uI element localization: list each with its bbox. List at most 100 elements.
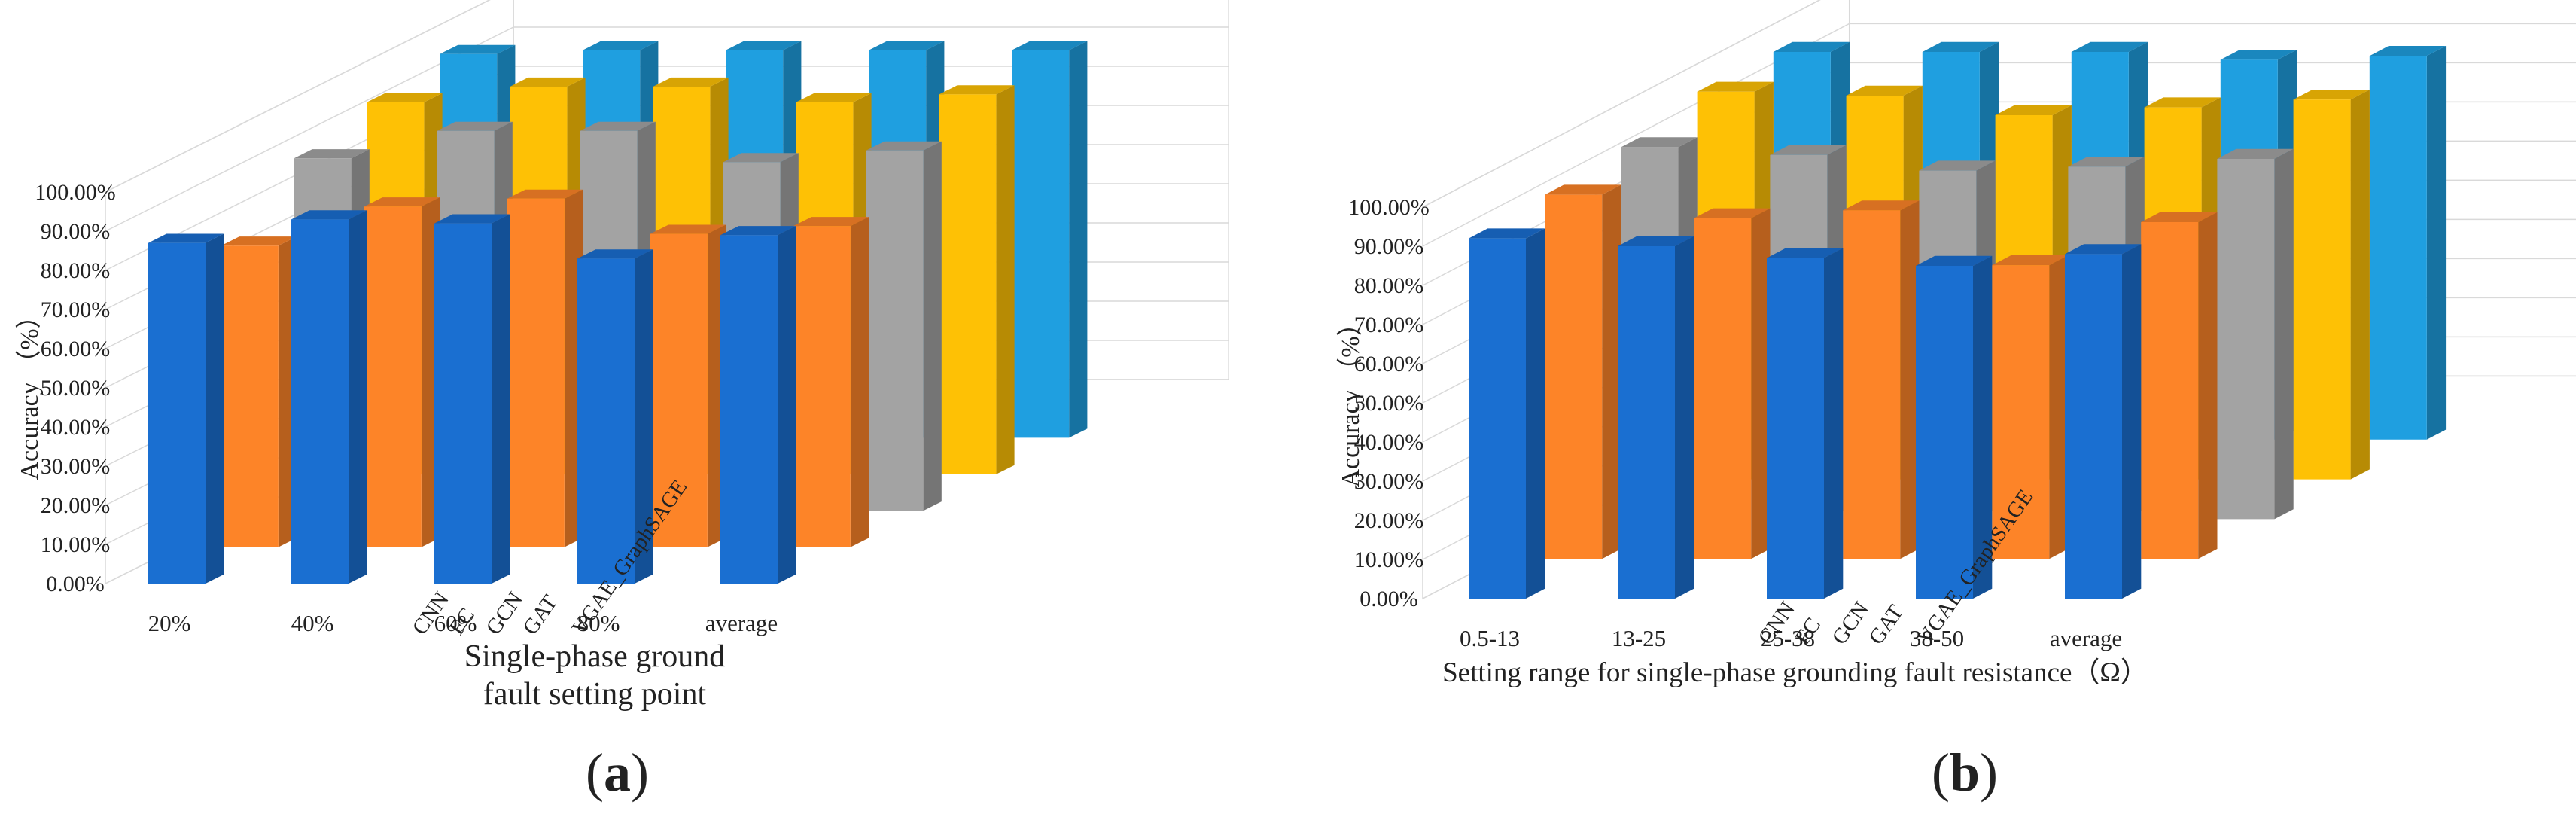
chart-b-panel-label: (b) — [1932, 742, 1998, 803]
chart-b: 0.00% 10.00% 20.00% 30.00% 40.00% 50.00% 60.00… — [1336, 0, 2576, 803]
bar-side-face — [206, 233, 224, 584]
gridline — [105, 0, 491, 193]
bar-front-face — [221, 245, 279, 547]
bar-side-face — [1973, 255, 1993, 599]
bar-top-face — [1767, 248, 1844, 258]
bar-top-face — [2141, 212, 2218, 222]
bar-fc-average — [2141, 212, 2218, 559]
bar-front-face — [2065, 254, 2122, 599]
bar-cnn-80 — [577, 249, 653, 584]
bar-top-face — [367, 93, 443, 102]
bar-top-face — [148, 233, 224, 243]
y-tick-label: 10.00% — [1354, 547, 1424, 572]
bar-front-face — [577, 258, 635, 584]
bar-top-face — [1995, 105, 2072, 115]
bar-vgae-graphsage-average — [1012, 41, 1088, 438]
bar-fc-60 — [507, 189, 583, 547]
chart-a-panel-label: (a) — [586, 742, 649, 803]
x-tick-label: average — [705, 610, 778, 636]
bar-top-face — [866, 141, 942, 151]
bar-side-face — [635, 249, 653, 584]
bar-top-face — [364, 197, 440, 207]
bar-front-face — [1767, 258, 1824, 599]
chart-b-x-axis-title: Setting range for single-phase grounding… — [1442, 657, 2148, 688]
bar-top-face — [650, 224, 726, 234]
gridline — [105, 26, 1229, 232]
bar-front-face — [1469, 238, 1526, 599]
y-tick-label: 80.00% — [41, 258, 111, 283]
bar-cnn-60 — [434, 214, 510, 584]
bar-top-face — [1919, 160, 1996, 171]
x-tick-label: 0.5-13 — [1460, 625, 1520, 651]
chart-a-panel-letter: a — [604, 742, 631, 803]
bar-cnn-0-5-13 — [1469, 228, 1545, 599]
bar-side-face — [2350, 90, 2370, 480]
bar-top-face — [1545, 184, 1621, 195]
bar-front-face — [1843, 210, 1901, 559]
x-tick-label: average — [2050, 625, 2122, 651]
chart-a-y-ticks: 0.00% 10.00% 20.00% 30.00% 40.00% 50.00% 60.00… — [35, 180, 116, 596]
bar-top-face — [796, 93, 872, 102]
series-label: GCN — [482, 587, 528, 639]
bar-cnn-13-25 — [1618, 236, 1694, 599]
bar-top-face — [2068, 157, 2145, 167]
y-tick-label: 20.00% — [41, 493, 111, 518]
chart-a-x-axis-title-line2: fault setting point — [483, 677, 707, 712]
bar-cnn-38-50 — [1916, 255, 1993, 599]
bar-front-face — [291, 219, 349, 584]
bar-top-face — [437, 121, 513, 131]
bar-front-face — [2369, 56, 2427, 440]
x-tick-label: 20% — [148, 610, 191, 636]
bar-top-face — [1846, 85, 1923, 96]
bar-front-face — [1012, 50, 1070, 438]
y-tick-label: 40.00% — [1354, 430, 1424, 455]
bar-top-face — [2144, 97, 2221, 108]
bar-side-face — [1526, 228, 1545, 599]
bar-top-face — [723, 153, 799, 163]
bar-top-face — [580, 121, 656, 131]
bar-fc-13-25 — [1694, 208, 1771, 559]
bar-top-face — [2065, 244, 2142, 255]
bar-side-face — [492, 214, 510, 584]
bar-top-face — [869, 41, 945, 50]
bar-front-face — [939, 94, 997, 474]
bar-front-face — [507, 198, 565, 547]
gridline — [1422, 23, 2576, 247]
bar-vgae-graphsage-average — [2369, 46, 2447, 440]
bar-top-face — [577, 249, 653, 259]
series-label: GCN — [1828, 597, 1874, 649]
bar-side-face — [1069, 41, 1088, 438]
bar-front-face — [2293, 99, 2351, 480]
y-tick-label: 80.00% — [1354, 273, 1424, 298]
bar-top-face — [510, 77, 586, 87]
y-tick-label: 90.00% — [1354, 234, 1424, 259]
bar-side-face — [1900, 200, 1920, 559]
bar-top-face — [294, 149, 370, 159]
y-tick-label: 30.00% — [1354, 469, 1424, 494]
bar-top-face — [1469, 228, 1545, 239]
chart-b-panel-letter: b — [1950, 742, 1980, 803]
y-tick-label: 0.00% — [1360, 587, 1418, 611]
bar-fc-38-50 — [1992, 255, 2069, 559]
bar-top-face — [2220, 50, 2297, 60]
bar-cnn-20 — [148, 233, 224, 584]
y-tick-label: 0.00% — [46, 572, 105, 596]
bar-gat-average — [2293, 90, 2370, 480]
bar-side-face — [2274, 148, 2294, 520]
chart-b-y-ticks: 0.00% 10.00% 20.00% 30.00% 40.00% 50.00% 60.00… — [1348, 195, 1430, 611]
bar-side-face — [1751, 208, 1771, 559]
chart-b-panel-open: ( — [1932, 742, 1950, 803]
bar-front-face — [364, 206, 422, 547]
chart-a-category-labels: 20% 40% 60% 80% average — [148, 610, 778, 636]
bar-front-face — [2217, 159, 2275, 520]
bar-top-face — [1697, 81, 1774, 92]
chart-a-y-axis-title: Accuracy （%） — [15, 303, 44, 480]
y-tick-label: 100.00% — [1348, 195, 1430, 220]
x-tick-label: 40% — [291, 610, 334, 636]
x-tick-label: 13-25 — [1612, 625, 1666, 651]
bar-side-face — [778, 226, 796, 584]
y-tick-label: 40.00% — [41, 415, 111, 440]
y-tick-label: 50.00% — [41, 376, 111, 401]
bar-top-face — [291, 210, 367, 220]
y-tick-label: 70.00% — [41, 297, 111, 322]
